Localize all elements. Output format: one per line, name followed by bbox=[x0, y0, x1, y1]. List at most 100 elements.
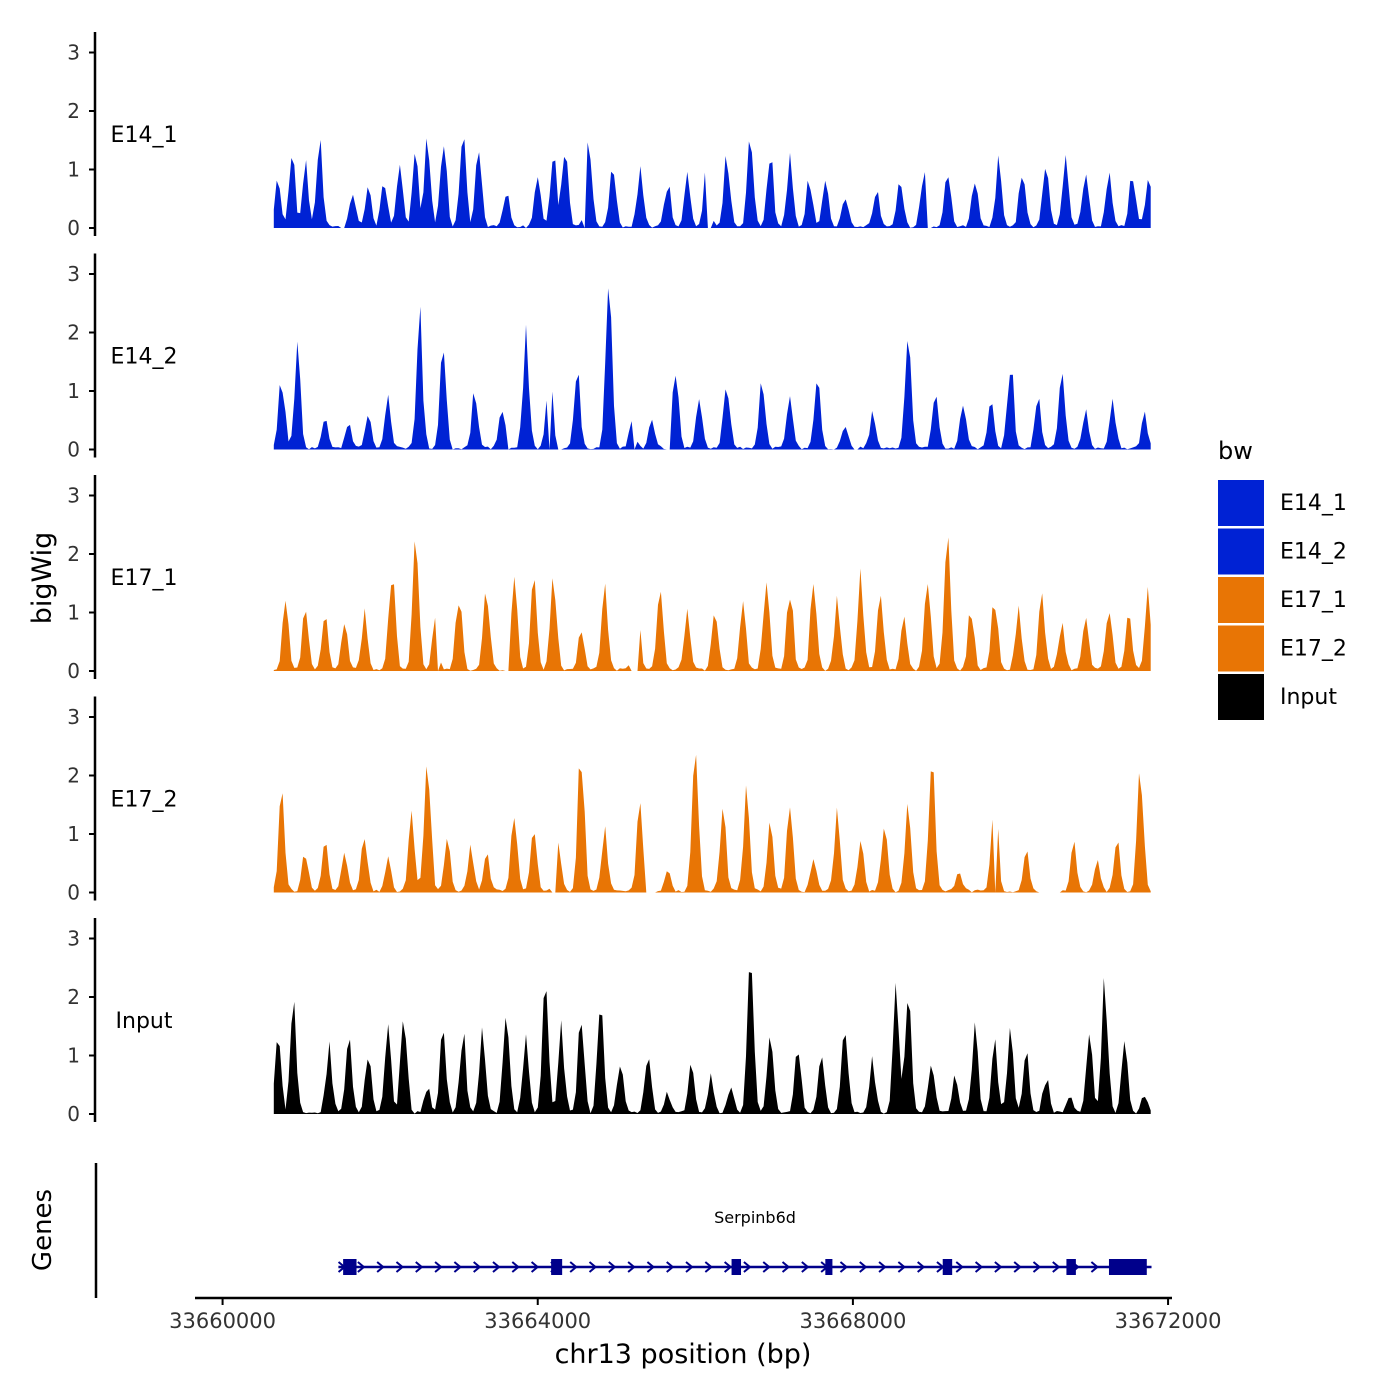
strand-arrow bbox=[781, 1261, 791, 1273]
y-tick-label: 0 bbox=[67, 659, 80, 683]
legend-swatch bbox=[1218, 577, 1264, 623]
legend-label: E17_2 bbox=[1280, 637, 1347, 662]
y-tick-label: 0 bbox=[67, 881, 80, 905]
track-label: E17_1 bbox=[111, 566, 178, 591]
track-E17_1: 0 1 2 3 E17_1 bbox=[67, 475, 1151, 683]
y-tick-label: 1 bbox=[67, 379, 80, 403]
y-tick-label: 1 bbox=[67, 822, 80, 846]
gene-name-label: Serpinb6d bbox=[714, 1208, 796, 1227]
exon bbox=[731, 1259, 742, 1275]
legend-title: bw bbox=[1218, 437, 1253, 465]
y-tick-label: 1 bbox=[67, 1044, 80, 1068]
strand-arrow bbox=[357, 1261, 366, 1273]
exon bbox=[1108, 1259, 1147, 1275]
y-tick-label: 2 bbox=[67, 99, 80, 123]
strand-arrow bbox=[917, 1261, 926, 1273]
legend-swatch bbox=[1218, 625, 1264, 672]
strand-arrow bbox=[801, 1261, 810, 1273]
x-axis-title: chr13 position (bp) bbox=[555, 1339, 812, 1370]
y-tick-label: 2 bbox=[67, 764, 80, 788]
strand-arrow bbox=[955, 1261, 964, 1273]
strand-arrow bbox=[878, 1261, 887, 1273]
x-ticks: 33660000 33664000 33668000 33672000 bbox=[169, 1298, 1222, 1333]
strand-arrow bbox=[453, 1261, 462, 1273]
strand-arrow bbox=[646, 1261, 655, 1273]
strand-arrow bbox=[473, 1261, 482, 1273]
strand-arrow bbox=[511, 1261, 520, 1273]
exon bbox=[1066, 1259, 1076, 1275]
legend-label: E14_1 bbox=[1280, 491, 1347, 516]
legend: bw E14_1 E14_2 E17_1 E17_2 Input bbox=[1218, 437, 1347, 720]
genes-axis-label: Genes bbox=[28, 1189, 58, 1271]
strand-arrow bbox=[569, 1261, 578, 1273]
exon bbox=[942, 1259, 953, 1275]
strand-arrow bbox=[859, 1261, 868, 1273]
x-axis: 33660000 33664000 33668000 33672000 chr13 p… bbox=[169, 1296, 1222, 1370]
track-Input: 0 1 2 3 Input bbox=[67, 918, 1151, 1126]
legend-items: E14_1 E14_2 E17_1 E17_2 Input bbox=[1218, 480, 1347, 720]
track-label: E17_2 bbox=[111, 788, 178, 813]
y-tick-label: 3 bbox=[67, 927, 80, 951]
y-tick-label: 0 bbox=[67, 1102, 80, 1126]
genes-panel: Genes Serpinb6d bbox=[28, 1163, 1152, 1298]
strand-arrow bbox=[994, 1261, 1003, 1273]
track-label: E14_2 bbox=[111, 345, 178, 370]
y-tick-label: 3 bbox=[67, 41, 80, 65]
y-tick-label: 1 bbox=[67, 601, 80, 625]
signal-area-E17_1 bbox=[273, 537, 1151, 671]
x-tick-label: 33668000 bbox=[799, 1309, 906, 1333]
strand-arrow bbox=[1013, 1261, 1022, 1273]
y-tick-label: 0 bbox=[67, 216, 80, 240]
legend-swatch bbox=[1218, 674, 1264, 720]
exon bbox=[551, 1259, 563, 1275]
track-E14_1: 0 1 2 3 E14_1 bbox=[67, 32, 1151, 240]
signal-tracks: 0 1 2 3 E14_1 0 1 2 3 E14_2 0 1 2 3 E17_1 0 1 2 3 E17_2 0 1 2 3… bbox=[67, 32, 1151, 1126]
track-E14_2: 0 1 2 3 E14_2 bbox=[67, 253, 1151, 462]
legend-label: E17_1 bbox=[1280, 588, 1347, 613]
track-label: Input bbox=[116, 1009, 173, 1034]
strand-arrow bbox=[743, 1261, 752, 1273]
gene-model bbox=[337, 1259, 1152, 1275]
y-tick-label: 2 bbox=[67, 542, 80, 566]
x-tick-label: 33660000 bbox=[169, 1309, 276, 1333]
strand-arrow bbox=[530, 1261, 540, 1273]
y-tick-label: 1 bbox=[67, 158, 80, 182]
strand-arrow bbox=[1032, 1261, 1042, 1273]
strand-arrow bbox=[608, 1261, 617, 1273]
strand-arrow bbox=[839, 1261, 849, 1273]
y-tick-label: 0 bbox=[67, 438, 80, 462]
strand-arrow bbox=[974, 1261, 984, 1273]
signal-area-E17_2 bbox=[273, 754, 1151, 893]
legend-label: Input bbox=[1280, 685, 1337, 710]
strand-arrow bbox=[376, 1261, 385, 1273]
strand-arrow bbox=[395, 1261, 405, 1273]
strand-arrow bbox=[723, 1261, 733, 1273]
strand-arrow bbox=[627, 1261, 636, 1273]
x-tick-label: 33672000 bbox=[1115, 1309, 1222, 1333]
strand-arrow bbox=[762, 1261, 771, 1273]
track-label: E14_1 bbox=[111, 123, 178, 148]
y-tick-label: 2 bbox=[67, 985, 80, 1009]
exon bbox=[825, 1259, 833, 1275]
strand-arrow bbox=[492, 1261, 501, 1273]
signal-area-E14_2 bbox=[273, 288, 1151, 450]
strand-arrow bbox=[897, 1261, 906, 1273]
y-tick-label: 3 bbox=[67, 484, 80, 508]
strand-arrow bbox=[415, 1261, 424, 1273]
signal-area-Input bbox=[273, 972, 1151, 1114]
strand-arrow bbox=[1052, 1261, 1061, 1273]
y-axis-title: bigWig bbox=[27, 532, 58, 625]
strand-arrow bbox=[666, 1261, 675, 1273]
legend-swatch bbox=[1218, 528, 1264, 575]
track-E17_2: 0 1 2 3 E17_2 bbox=[67, 696, 1151, 905]
strand-arrow bbox=[685, 1261, 694, 1273]
legend-label: E14_2 bbox=[1280, 540, 1347, 565]
strand-arrow bbox=[434, 1261, 443, 1273]
y-tick-label: 3 bbox=[67, 262, 80, 286]
legend-swatch bbox=[1218, 480, 1264, 526]
y-tick-label: 3 bbox=[67, 705, 80, 729]
x-tick-label: 33664000 bbox=[484, 1309, 591, 1333]
strand-arrow bbox=[588, 1261, 598, 1273]
exon bbox=[343, 1259, 357, 1275]
